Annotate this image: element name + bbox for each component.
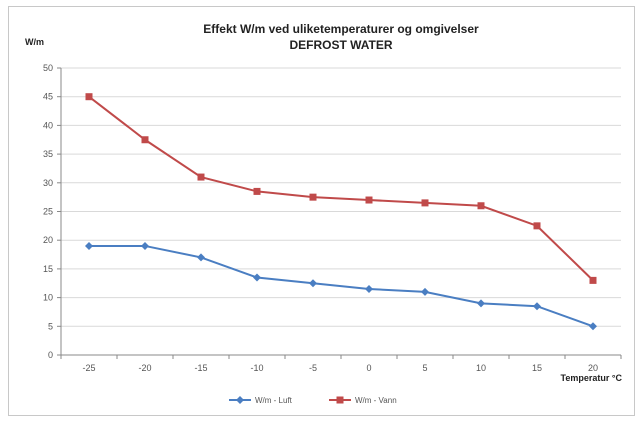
data-point-square (421, 199, 429, 207)
legend-label: W/m - Luft (255, 396, 293, 405)
y-tick-label: 50 (43, 63, 53, 73)
legend-item: W/m - Vann (329, 396, 397, 405)
y-tick-label: 5 (48, 321, 53, 331)
y-tick-label: 35 (43, 149, 53, 159)
data-point-diamond (533, 302, 541, 311)
data-point-square (365, 196, 373, 204)
data-point-square (197, 173, 205, 181)
y-tick-label: 20 (43, 235, 53, 245)
series-line (89, 244, 594, 328)
data-point-diamond (85, 241, 93, 250)
series-1 (85, 241, 597, 331)
data-point-diamond (141, 241, 149, 250)
legend: W/m - Luft W/m - Vann (229, 396, 397, 405)
x-tick-label: -25 (82, 363, 95, 373)
legend-marker (236, 396, 244, 404)
data-point-diamond (197, 253, 205, 262)
y-tick-label: 40 (43, 120, 53, 130)
y-tick-label: 0 (48, 350, 53, 360)
x-tick-label: -15 (194, 363, 207, 373)
legend-marker (336, 396, 344, 404)
gridlines (61, 67, 621, 327)
x-tick-label: 5 (422, 363, 427, 373)
chart-title: Effekt W/m ved uliketemperaturer og omgi… (203, 22, 479, 36)
x-axis-title: Temperatur °C (561, 373, 623, 383)
legend-label: W/m - Vann (355, 396, 397, 405)
x-tick-label: 10 (476, 363, 486, 373)
data-point-diamond (477, 299, 485, 308)
axes: 0 5 10 15 20 25 30 35 40 45 50 -25 -20 -15 -10 -5 0 5 10 15… (43, 63, 622, 373)
y-axis-title: W/m (25, 37, 44, 47)
line-chart: Effekt W/m ved uliketemperaturer og omgi… (25, 22, 623, 405)
data-point-diamond (365, 284, 373, 293)
x-tick-label: 0 (366, 363, 371, 373)
data-point-square (253, 187, 261, 195)
data-point-diamond (309, 279, 317, 288)
data-point-square (589, 276, 597, 284)
x-tick-label: -5 (309, 363, 317, 373)
x-tick-label: -20 (138, 363, 151, 373)
data-point-diamond (421, 287, 429, 296)
y-tick-label: 15 (43, 264, 53, 274)
chart-frame: Effekt W/m ved uliketemperaturer og omgi… (8, 6, 635, 416)
data-point-square (141, 136, 149, 144)
y-tick-label: 25 (43, 207, 53, 217)
y-tick-label: 45 (43, 92, 53, 102)
data-point-diamond (253, 273, 261, 282)
x-tick-label: 20 (588, 363, 598, 373)
data-point-diamond (589, 322, 597, 331)
data-point-square (477, 202, 485, 210)
y-tick-label: 30 (43, 178, 53, 188)
legend-item: W/m - Luft (229, 396, 293, 405)
series-group (85, 93, 597, 331)
x-tick-label: -10 (250, 363, 263, 373)
data-point-square (533, 222, 541, 230)
series-line (88, 95, 594, 282)
data-point-square (309, 193, 317, 201)
chart-subtitle: DEFROST WATER (289, 38, 392, 52)
x-tick-label: 15 (532, 363, 542, 373)
y-tick-label: 10 (43, 293, 53, 303)
data-point-square (85, 93, 93, 101)
series-2 (85, 93, 597, 284)
